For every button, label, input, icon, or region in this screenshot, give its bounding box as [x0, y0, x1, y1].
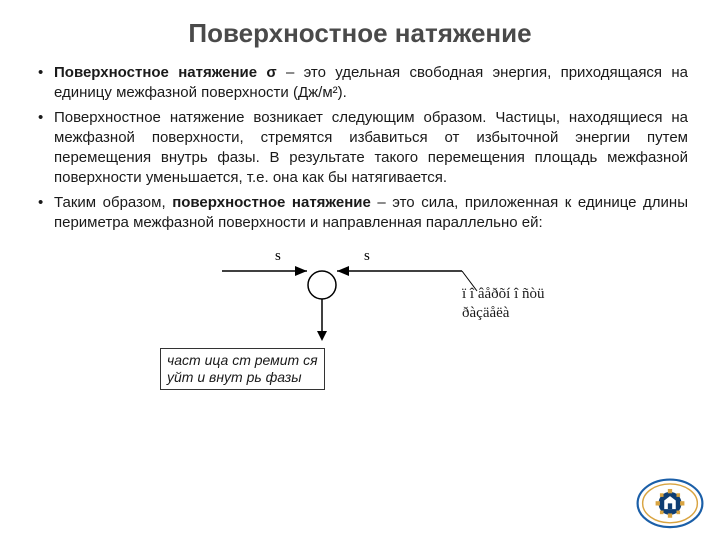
bullet-1: Поверхностное натяжение σ – это удельная…	[32, 63, 688, 104]
bullet-3: Таким образом, поверхностное натяжение –…	[32, 193, 688, 234]
bullet-3-pre: Таким образом,	[54, 194, 172, 211]
diagram: s s ї î âåðõí î ñòü ðàçäåëà част ица ст …	[32, 243, 688, 413]
surface-label-line2: ðàçäåëà	[462, 304, 545, 323]
bullet-list: Поверхностное натяжение σ – это удельная…	[32, 63, 688, 233]
slide: Поверхностное натяжение Поверхностное на…	[0, 0, 720, 413]
bullet-2: Поверхностное натяжение возникает следую…	[32, 108, 688, 189]
surface-label-line1: ї î âåðõí î ñòü	[462, 285, 545, 304]
caption-line2: уйт и внут рь фазы	[167, 369, 318, 386]
university-logo	[634, 476, 706, 530]
caption-line1: част ица ст ремит ся	[167, 352, 318, 369]
slide-title: Поверхностное натяжение	[32, 18, 688, 49]
bullet-1-bold: Поверхностное натяжение σ	[54, 64, 277, 81]
surface-label: ї î âåðõí î ñòü ðàçäåëà	[462, 285, 545, 323]
caption-box: част ица ст ремит ся уйт и внут рь фазы	[160, 348, 325, 390]
bullet-3-bold: поверхностное натяжение	[172, 194, 371, 211]
